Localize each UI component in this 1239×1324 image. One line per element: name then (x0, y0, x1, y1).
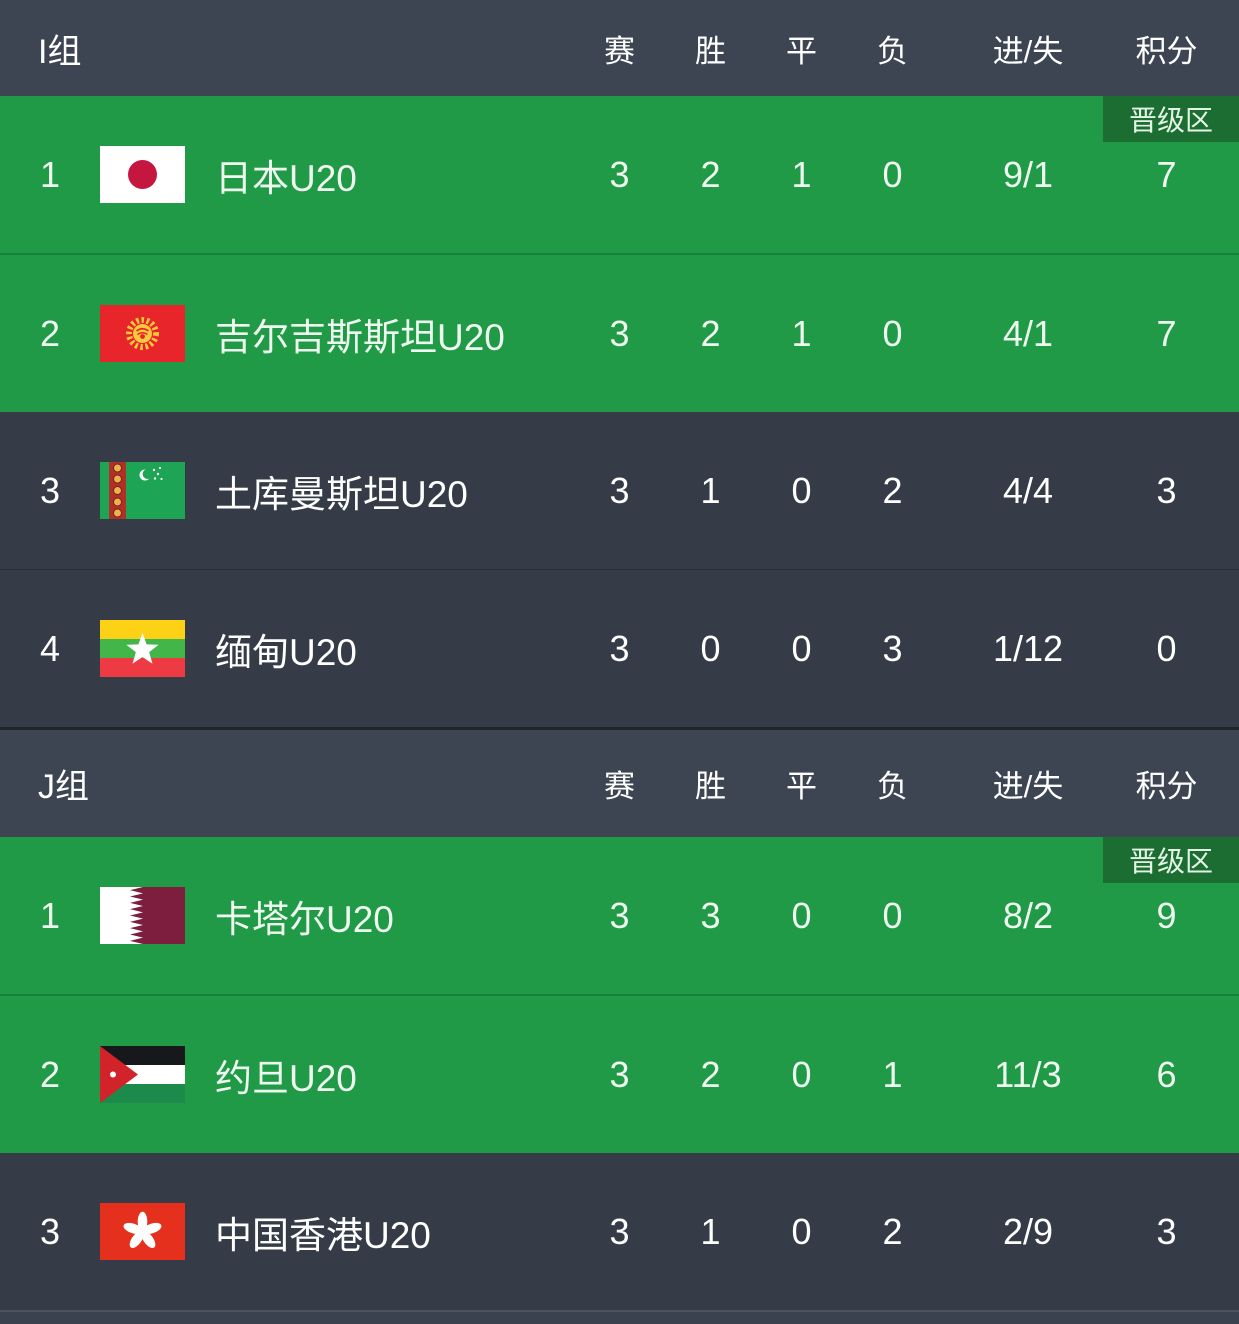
stat-played: 3 (609, 627, 630, 669)
stat-won: 2 (700, 153, 721, 195)
kyrgyzstan-flag-icon (100, 305, 185, 362)
column-header-lost: 负 (877, 769, 908, 804)
japan-flag-icon (100, 146, 185, 203)
team-name: 中国香港U20 (215, 1214, 431, 1256)
stat-won: 1 (700, 469, 721, 511)
column-header-draw: 平 (786, 769, 817, 804)
promotion-zone-badge: 晋级区 (1103, 837, 1239, 883)
stat-played: 3 (609, 153, 630, 195)
team-row[interactable]: 1 卡塔尔U20 3 3 0 0 8/2 9 (0, 837, 1239, 994)
stat-won: 2 (700, 1053, 721, 1095)
stat-draw: 0 (791, 894, 812, 936)
stat-played: 3 (609, 1053, 630, 1095)
stat-lost: 2 (882, 469, 903, 511)
stat-draw: 0 (791, 1210, 812, 1252)
team-name: 吉尔吉斯斯坦U20 (215, 316, 505, 358)
stat-lost: 0 (882, 894, 903, 936)
myanmar-flag-icon (100, 620, 185, 677)
stat-goals: 4/4 (1002, 469, 1054, 511)
group-header: I组 赛 胜 平 负 进/失 积分 (0, 0, 1239, 96)
rank-number: 2 (39, 312, 61, 354)
stat-won: 3 (700, 894, 721, 936)
stat-points: 6 (1156, 1053, 1177, 1095)
column-header-won: 胜 (695, 769, 726, 804)
stat-draw: 0 (791, 627, 812, 669)
team-name: 约旦U20 (215, 1057, 357, 1099)
column-header-won: 胜 (695, 33, 726, 69)
hongkong-flag-icon (100, 1203, 185, 1260)
stat-won: 0 (700, 627, 721, 669)
stat-points: 7 (1156, 153, 1177, 195)
jordan-flag-icon (100, 1046, 185, 1103)
stat-draw: 0 (791, 469, 812, 511)
team-name: 日本U20 (215, 157, 357, 199)
column-header-lost: 负 (877, 33, 908, 69)
stat-points: 3 (1156, 1210, 1177, 1252)
rank-number: 2 (39, 1053, 61, 1095)
team-name: 缅甸U20 (215, 631, 357, 673)
team-name: 土库曼斯坦U20 (215, 473, 468, 515)
stat-points: 9 (1156, 894, 1177, 936)
column-header-goals: 进/失 (992, 769, 1064, 804)
stat-played: 3 (609, 1210, 630, 1252)
rank-number: 3 (39, 1210, 61, 1252)
turkmenistan-flag-icon (100, 462, 185, 519)
rank-number: 1 (39, 894, 61, 936)
stat-lost: 0 (882, 153, 903, 195)
group-header: J组 赛 胜 平 负 进/失 积分 (0, 727, 1239, 837)
column-header-played: 赛 (604, 33, 635, 69)
column-header-points: 积分 (1135, 769, 1198, 804)
stat-points: 0 (1156, 627, 1177, 669)
regular-zone: 3 中国香港U20 3 1 0 2 2/9 3 (0, 1153, 1239, 1310)
stat-lost: 1 (882, 1053, 903, 1095)
promotion-zone: 晋级区 1 日本U20 3 2 1 0 9/1 7 2 吉尔吉斯斯坦U20 3 … (0, 96, 1239, 412)
group-section: J组 赛 胜 平 负 进/失 积分 晋级区 1 卡塔尔U20 3 3 0 0 8… (0, 727, 1239, 1310)
rank-number: 3 (39, 469, 61, 511)
qatar-flag-icon (100, 887, 185, 944)
group-name: I组 (38, 32, 82, 71)
column-header-draw: 平 (786, 33, 817, 69)
stat-draw: 1 (791, 153, 812, 195)
team-row[interactable]: 3 中国香港U20 3 1 0 2 2/9 3 (0, 1153, 1239, 1310)
stat-goals: 11/3 (994, 1053, 1062, 1095)
group-name: J组 (38, 768, 89, 806)
team-row[interactable]: 4 缅甸U20 3 0 0 3 1/12 0 (0, 569, 1239, 727)
column-header-played: 赛 (604, 769, 635, 804)
promotion-zone: 晋级区 1 卡塔尔U20 3 3 0 0 8/2 9 2 约旦U20 3 2 0… (0, 837, 1239, 1153)
team-row[interactable]: 2 约旦U20 3 2 0 1 11/3 6 (0, 994, 1239, 1153)
team-row[interactable]: 1 日本U20 3 2 1 0 9/1 7 (0, 96, 1239, 253)
stat-points: 7 (1156, 312, 1177, 354)
team-name: 卡塔尔U20 (215, 898, 394, 940)
rank-number: 4 (39, 627, 61, 669)
stat-played: 3 (609, 469, 630, 511)
stat-won: 1 (700, 1210, 721, 1252)
stat-goals: 9/1 (1002, 153, 1054, 195)
column-header-points: 积分 (1135, 33, 1198, 69)
stat-goals: 1/12 (992, 627, 1064, 669)
stat-played: 3 (609, 312, 630, 354)
stat-lost: 0 (882, 312, 903, 354)
next-row-edge (0, 1310, 1239, 1324)
promotion-zone-badge: 晋级区 (1103, 96, 1239, 142)
rank-number: 1 (39, 153, 61, 195)
stat-draw: 1 (791, 312, 812, 354)
group-section: I组 赛 胜 平 负 进/失 积分 晋级区 1 日本U20 3 2 1 0 9/… (0, 0, 1239, 727)
stat-goals: 4/1 (1002, 312, 1054, 354)
stat-goals: 2/9 (1002, 1210, 1054, 1252)
stat-draw: 0 (791, 1053, 812, 1095)
team-row[interactable]: 3 土库曼斯坦U20 3 1 0 2 4/4 3 (0, 412, 1239, 569)
stat-played: 3 (609, 894, 630, 936)
stat-goals: 8/2 (1002, 894, 1054, 936)
stat-lost: 3 (882, 627, 903, 669)
team-row[interactable]: 2 吉尔吉斯斯坦U20 3 2 1 0 4/1 7 (0, 253, 1239, 412)
regular-zone: 3 土库曼斯坦U20 3 1 0 2 4/4 3 4 缅甸U20 3 0 0 3… (0, 412, 1239, 727)
column-header-goals: 进/失 (992, 33, 1064, 69)
stat-lost: 2 (882, 1210, 903, 1252)
stat-won: 2 (700, 312, 721, 354)
stat-points: 3 (1156, 469, 1177, 511)
